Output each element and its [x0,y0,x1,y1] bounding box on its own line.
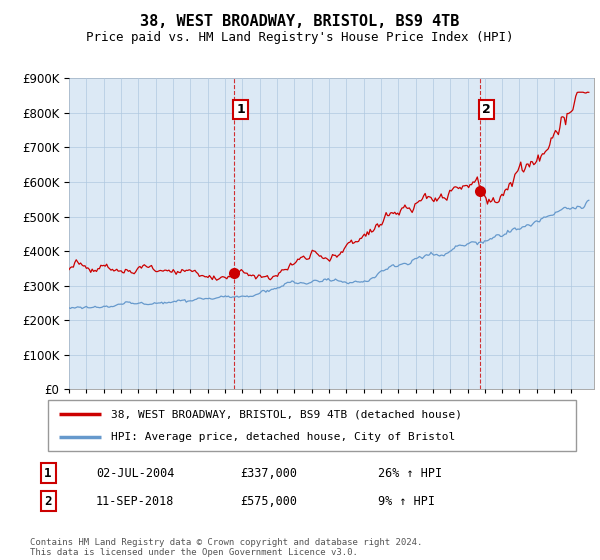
Text: HPI: Average price, detached house, City of Bristol: HPI: Average price, detached house, City… [112,432,455,442]
FancyBboxPatch shape [48,400,576,451]
Text: 02-JUL-2004: 02-JUL-2004 [96,466,175,480]
Text: 9% ↑ HPI: 9% ↑ HPI [378,494,435,508]
Text: 11-SEP-2018: 11-SEP-2018 [96,494,175,508]
Text: 2: 2 [482,103,491,116]
Text: 38, WEST BROADWAY, BRISTOL, BS9 4TB (detached house): 38, WEST BROADWAY, BRISTOL, BS9 4TB (det… [112,409,463,419]
Text: £337,000: £337,000 [240,466,297,480]
Text: 2: 2 [44,494,52,508]
Text: 1: 1 [236,103,245,116]
Text: £575,000: £575,000 [240,494,297,508]
Text: 1: 1 [44,466,52,480]
Text: 38, WEST BROADWAY, BRISTOL, BS9 4TB: 38, WEST BROADWAY, BRISTOL, BS9 4TB [140,14,460,29]
Text: Price paid vs. HM Land Registry's House Price Index (HPI): Price paid vs. HM Land Registry's House … [86,31,514,44]
Text: Contains HM Land Registry data © Crown copyright and database right 2024.
This d: Contains HM Land Registry data © Crown c… [30,538,422,557]
Text: 26% ↑ HPI: 26% ↑ HPI [378,466,442,480]
